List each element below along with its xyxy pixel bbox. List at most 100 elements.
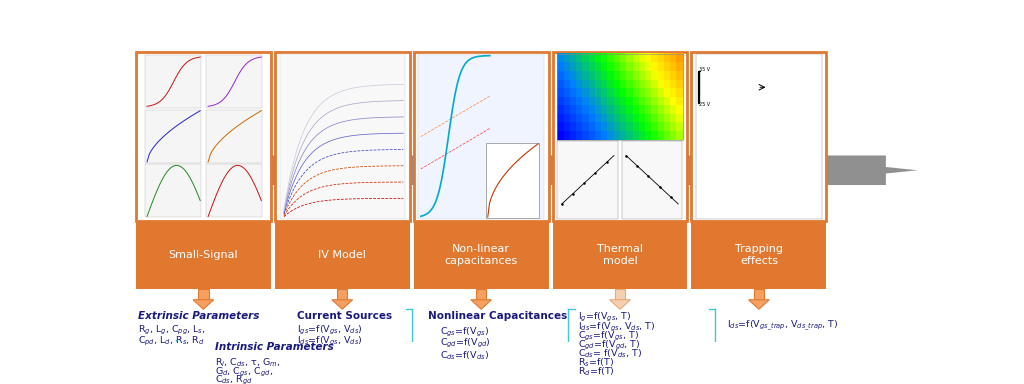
Bar xyxy=(627,96,634,105)
Bar xyxy=(601,114,608,122)
Bar xyxy=(613,131,621,139)
Bar xyxy=(677,53,684,62)
Bar xyxy=(563,114,570,122)
Bar xyxy=(557,62,564,71)
FancyBboxPatch shape xyxy=(419,54,544,219)
Bar xyxy=(620,131,627,139)
Bar xyxy=(657,105,665,114)
Bar xyxy=(557,122,564,131)
Bar xyxy=(595,122,602,131)
Text: Current Sources: Current Sources xyxy=(297,311,392,321)
Bar xyxy=(613,114,621,122)
Bar xyxy=(670,71,677,79)
Bar xyxy=(589,79,596,88)
Bar xyxy=(589,71,596,79)
Bar xyxy=(627,114,634,122)
Bar xyxy=(577,62,584,71)
Bar xyxy=(577,53,584,62)
Bar xyxy=(645,96,652,105)
FancyBboxPatch shape xyxy=(144,110,201,163)
Bar xyxy=(627,62,634,71)
FancyBboxPatch shape xyxy=(206,164,262,217)
Text: Small-Signal: Small-Signal xyxy=(169,250,239,260)
Text: 35 V: 35 V xyxy=(698,66,710,71)
FancyBboxPatch shape xyxy=(274,220,410,288)
Polygon shape xyxy=(609,300,631,309)
Text: R$_g$, L$_g$, C$_{pg}$, L$_s$,: R$_g$, L$_g$, C$_{pg}$, L$_s$, xyxy=(137,324,205,337)
Bar xyxy=(601,71,608,79)
Text: Intrinsic Parameters: Intrinsic Parameters xyxy=(215,342,334,352)
Bar xyxy=(601,105,608,114)
Bar xyxy=(620,71,627,79)
Bar xyxy=(677,62,684,71)
Bar xyxy=(563,88,570,97)
Bar xyxy=(589,105,596,114)
Bar xyxy=(563,131,570,139)
Text: C$_{gd}$=f(V$_{gd}$, T): C$_{gd}$=f(V$_{gd}$, T) xyxy=(578,339,640,352)
Bar xyxy=(583,114,590,122)
FancyBboxPatch shape xyxy=(691,220,826,288)
Bar xyxy=(657,114,665,122)
Polygon shape xyxy=(136,156,918,185)
Bar xyxy=(670,122,677,131)
Bar xyxy=(645,122,652,131)
Bar xyxy=(645,53,652,62)
FancyBboxPatch shape xyxy=(486,143,539,218)
Bar xyxy=(563,62,570,71)
FancyBboxPatch shape xyxy=(136,52,270,220)
Bar xyxy=(613,105,621,114)
Bar xyxy=(589,122,596,131)
Bar xyxy=(651,88,658,97)
Polygon shape xyxy=(749,300,769,309)
Bar xyxy=(664,131,671,139)
Bar xyxy=(664,79,671,88)
FancyBboxPatch shape xyxy=(696,54,821,219)
Bar xyxy=(595,62,602,71)
Text: Trapping
effects: Trapping effects xyxy=(735,243,783,265)
Bar xyxy=(595,114,602,122)
Bar xyxy=(651,62,658,71)
Bar xyxy=(583,53,590,62)
Bar xyxy=(607,53,614,62)
Text: C$_{gd}$=f(V$_{gd}$): C$_{gd}$=f(V$_{gd}$) xyxy=(440,337,490,351)
Bar xyxy=(651,53,658,62)
Text: C$_{ds}$= f(V$_{ds}$, T): C$_{ds}$= f(V$_{ds}$, T) xyxy=(578,348,642,360)
Bar xyxy=(670,88,677,97)
Bar xyxy=(627,105,634,114)
Bar xyxy=(620,79,627,88)
Bar xyxy=(664,96,671,105)
Bar xyxy=(620,96,627,105)
Bar xyxy=(577,96,584,105)
Bar xyxy=(633,96,640,105)
Bar xyxy=(657,131,665,139)
Bar xyxy=(607,71,614,79)
Bar xyxy=(557,114,564,122)
Bar xyxy=(664,88,671,97)
Bar xyxy=(595,105,602,114)
Bar xyxy=(570,53,577,62)
Bar xyxy=(670,96,677,105)
Bar xyxy=(589,96,596,105)
Bar xyxy=(627,71,634,79)
Bar xyxy=(664,62,671,71)
Bar xyxy=(670,53,677,62)
Bar xyxy=(639,71,646,79)
Polygon shape xyxy=(471,300,492,309)
Bar xyxy=(639,62,646,71)
Text: I$_{ds}$=f(V$_{gs\_trap}$, V$_{ds\_trap}$, T): I$_{ds}$=f(V$_{gs\_trap}$, V$_{ds\_trap}… xyxy=(727,318,839,333)
Bar xyxy=(613,62,621,71)
Bar xyxy=(563,122,570,131)
Bar xyxy=(664,53,671,62)
FancyBboxPatch shape xyxy=(557,141,617,219)
Text: IV Model: IV Model xyxy=(318,250,367,260)
Bar xyxy=(577,131,584,139)
Bar xyxy=(595,53,602,62)
Bar xyxy=(633,62,640,71)
Bar xyxy=(613,96,621,105)
Bar xyxy=(633,122,640,131)
Bar xyxy=(670,79,677,88)
Bar xyxy=(651,71,658,79)
Bar xyxy=(557,105,564,114)
Bar xyxy=(577,88,584,97)
Bar xyxy=(677,131,684,139)
